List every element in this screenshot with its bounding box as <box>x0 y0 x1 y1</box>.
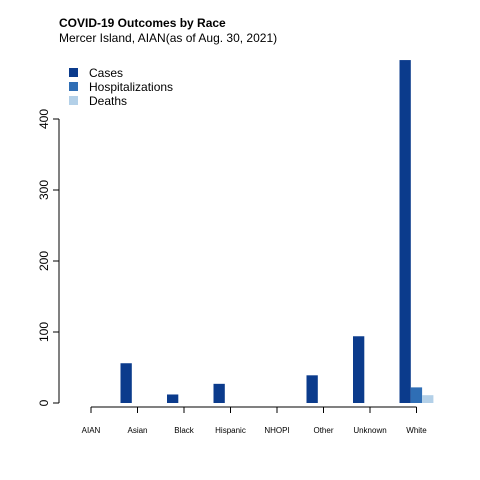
bar <box>353 336 365 403</box>
legend-label: Cases <box>89 66 123 80</box>
legend-swatch <box>69 96 78 105</box>
chart-title: COVID-19 Outcomes by Race <box>59 16 226 30</box>
bar <box>213 383 225 403</box>
x-tick-label: Unknown <box>353 426 386 435</box>
x-tick-label: AIAN <box>82 426 101 435</box>
x-tick-label: White <box>406 426 427 435</box>
legend-swatch <box>69 68 78 77</box>
x-tick-label: Asian <box>127 426 147 435</box>
y-axis: 0 100 200 300 400 <box>37 109 60 406</box>
bars <box>120 60 434 403</box>
x-tick-label: Hispanic <box>215 426 246 435</box>
x-tick-label: NHOPI <box>264 426 289 435</box>
bar <box>410 387 423 403</box>
y-tick-label: 0 <box>37 399 51 406</box>
y-tick-label: 400 <box>37 109 51 129</box>
y-tick-label: 300 <box>37 180 51 200</box>
bar <box>399 60 411 403</box>
y-tick-label: 200 <box>37 251 51 271</box>
x-axis: AIAN Asian Black Hispanic NHOPI Other Unknown W… <box>82 406 427 435</box>
y-tick-label: 100 <box>37 322 51 342</box>
bar <box>120 363 132 403</box>
chart-subtitle: Mercer Island, AIAN(as of Aug. 30, 2021) <box>59 31 277 45</box>
x-tick-label: Other <box>313 426 333 435</box>
bar <box>306 375 318 403</box>
legend-swatch <box>69 82 78 91</box>
legend-label: Hospitalizations <box>89 80 173 94</box>
bar <box>167 394 179 403</box>
bar <box>422 395 434 403</box>
legend-label: Deaths <box>89 94 127 108</box>
x-tick-label: Black <box>174 426 195 435</box>
